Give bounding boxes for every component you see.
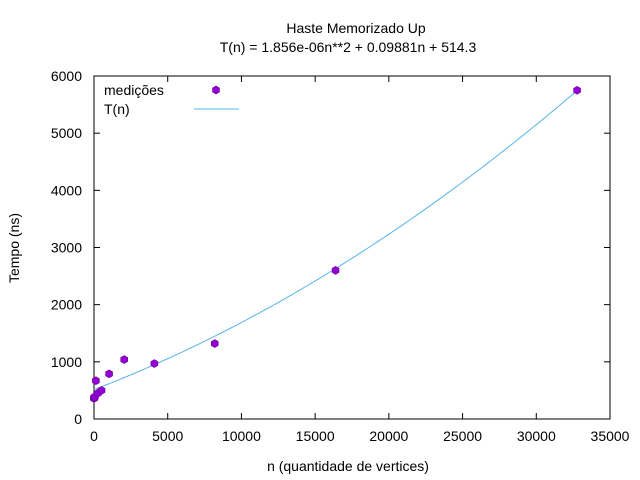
y-tick-label: 4000 [51, 182, 82, 198]
y-tick-label: 2000 [51, 297, 82, 313]
legend: medições T(n) [104, 82, 239, 117]
legend-label-fit: T(n) [104, 101, 130, 117]
x-tick-label: 0 [90, 428, 98, 444]
chart-subtitle: T(n) = 1.856e-06n**2 + 0.09881n + 514.3 [220, 39, 477, 55]
x-tick-label: 5000 [152, 428, 183, 444]
y-tick-label: 0 [74, 411, 82, 427]
data-point [573, 85, 581, 95]
x-tick-label: 35000 [591, 428, 630, 444]
fit-line [93, 90, 578, 391]
x-tick-label: 10000 [222, 428, 261, 444]
plot-axes: 0 5000 10000 15000 20000 25000 30000 35000 0 1000… [51, 68, 630, 444]
y-tick-label: 5000 [51, 125, 82, 141]
y-tick-label: 6000 [51, 68, 82, 84]
data-point [120, 355, 128, 364]
x-tick-label: 25000 [443, 428, 482, 444]
legend-label-medicoes: medições [104, 82, 164, 98]
y-axis-label: Tempo (ns) [6, 213, 22, 283]
chart-title: Haste Memorizado Up [286, 20, 425, 36]
legend-marker-medicoes [212, 85, 220, 95]
data-point [105, 369, 113, 379]
x-axis-label: n (quantidade de vertices) [267, 458, 429, 474]
data-point [150, 359, 159, 368]
data-point [211, 339, 219, 348]
x-tick-label: 30000 [517, 428, 556, 444]
x-tick-label: 15000 [296, 428, 335, 444]
data-point [97, 386, 106, 395]
y-tick-label: 1000 [51, 354, 82, 370]
data-point [331, 266, 340, 275]
plot-marks [90, 85, 581, 403]
x-tick-label: 20000 [369, 428, 408, 444]
data-point [92, 376, 100, 386]
y-tick-label: 3000 [51, 240, 82, 256]
